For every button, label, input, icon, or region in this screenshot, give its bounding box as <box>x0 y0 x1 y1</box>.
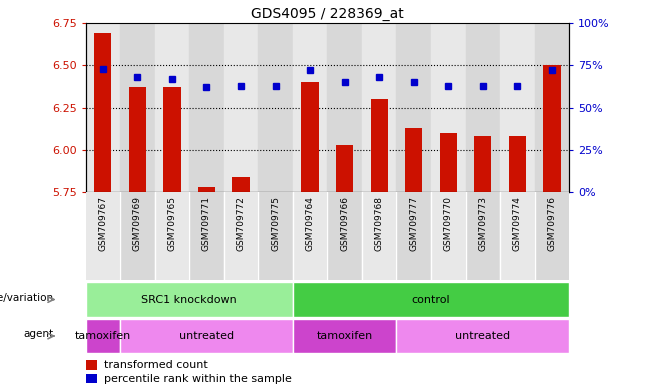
Bar <box>155 23 190 192</box>
Bar <box>509 136 526 192</box>
Bar <box>190 23 224 192</box>
Bar <box>120 192 155 280</box>
Bar <box>396 319 569 353</box>
Bar <box>94 33 111 192</box>
Text: untreated: untreated <box>179 331 234 341</box>
Text: GSM709768: GSM709768 <box>374 197 384 252</box>
Text: untreated: untreated <box>455 331 511 341</box>
Bar <box>198 187 215 192</box>
Bar <box>396 23 431 192</box>
Text: GSM709776: GSM709776 <box>547 197 557 252</box>
Bar <box>155 192 190 280</box>
Bar <box>120 23 155 192</box>
Text: GSM709775: GSM709775 <box>271 197 280 252</box>
Bar <box>431 192 465 280</box>
Bar <box>86 23 120 192</box>
Bar <box>534 192 569 280</box>
Bar <box>327 192 362 280</box>
Text: GSM709772: GSM709772 <box>236 197 245 251</box>
Bar <box>129 87 146 192</box>
Bar <box>258 192 293 280</box>
Text: GSM709765: GSM709765 <box>167 197 176 252</box>
Text: tamoxifen: tamoxifen <box>75 331 131 341</box>
Bar <box>405 128 422 192</box>
Bar <box>293 282 569 317</box>
Text: GSM709771: GSM709771 <box>202 197 211 252</box>
Bar <box>86 374 97 383</box>
Bar <box>190 192 224 280</box>
Bar <box>327 23 362 192</box>
Bar <box>362 23 396 192</box>
Text: GSM709770: GSM709770 <box>443 197 453 252</box>
Bar <box>431 23 465 192</box>
Text: GSM709764: GSM709764 <box>305 197 315 251</box>
Bar <box>465 192 500 280</box>
Bar <box>232 177 249 192</box>
Bar <box>500 192 534 280</box>
Bar <box>534 23 569 192</box>
Text: tamoxifen: tamoxifen <box>316 331 372 341</box>
Text: GSM709767: GSM709767 <box>98 197 107 252</box>
Bar <box>224 23 258 192</box>
Text: agent: agent <box>23 329 53 339</box>
Bar <box>86 282 293 317</box>
Text: genotype/variation: genotype/variation <box>0 293 53 303</box>
Text: transformed count: transformed count <box>104 360 208 370</box>
Bar <box>293 23 327 192</box>
Text: GSM709766: GSM709766 <box>340 197 349 252</box>
Bar <box>258 23 293 192</box>
Bar <box>440 133 457 192</box>
Bar <box>163 87 180 192</box>
Bar <box>301 82 318 192</box>
Bar <box>465 23 500 192</box>
Bar <box>86 192 120 280</box>
Bar <box>544 65 561 192</box>
Text: control: control <box>412 295 450 305</box>
Bar <box>474 136 492 192</box>
Bar <box>362 192 396 280</box>
Bar <box>120 319 293 353</box>
Text: percentile rank within the sample: percentile rank within the sample <box>104 374 292 384</box>
Bar <box>370 99 388 192</box>
Text: GSM709769: GSM709769 <box>133 197 142 252</box>
Bar <box>396 192 431 280</box>
Bar <box>86 361 97 370</box>
Text: GSM709774: GSM709774 <box>513 197 522 251</box>
Bar <box>500 23 534 192</box>
Text: GSM709773: GSM709773 <box>478 197 488 252</box>
Bar <box>86 319 120 353</box>
Bar <box>336 145 353 192</box>
Text: GSM709777: GSM709777 <box>409 197 418 252</box>
Bar <box>224 192 258 280</box>
Text: SRC1 knockdown: SRC1 knockdown <box>141 295 237 305</box>
Bar <box>293 192 327 280</box>
Bar <box>293 319 396 353</box>
Title: GDS4095 / 228369_at: GDS4095 / 228369_at <box>251 7 404 21</box>
